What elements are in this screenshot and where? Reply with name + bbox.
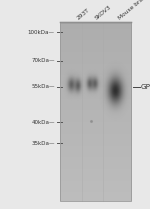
Text: 35kDa—: 35kDa— (31, 141, 55, 146)
Bar (60, 22, 131, 201)
Text: 40kDa—: 40kDa— (31, 120, 55, 125)
Text: GPS1: GPS1 (141, 84, 150, 90)
Text: 70kDa—: 70kDa— (31, 58, 55, 63)
Text: Mouse brain: Mouse brain (118, 0, 149, 21)
Text: 293T: 293T (76, 8, 90, 21)
Text: 100kDa—: 100kDa— (28, 30, 55, 35)
Text: 55kDa—: 55kDa— (31, 84, 55, 89)
Text: SKOV3: SKOV3 (94, 5, 112, 21)
